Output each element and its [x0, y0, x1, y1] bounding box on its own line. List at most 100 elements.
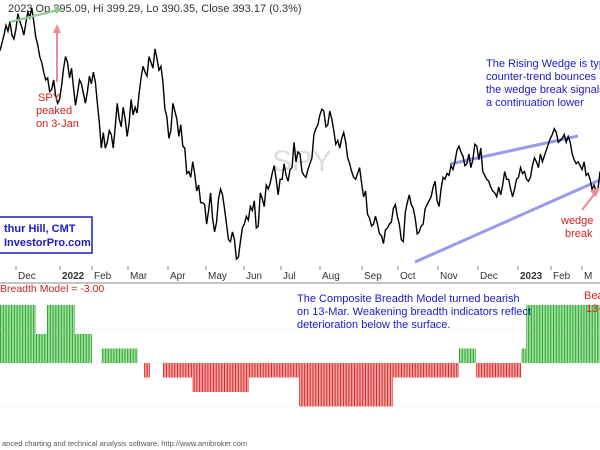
- breadth-bar: [203, 363, 205, 392]
- breadth-bar: [144, 363, 146, 378]
- breadth-bar: [114, 348, 116, 363]
- breadth-bar: [125, 348, 127, 363]
- breadth-bar: [103, 348, 105, 363]
- breadth-bar: [183, 363, 185, 378]
- breadth-bar: [56, 305, 58, 363]
- breadth-bar: [48, 305, 50, 363]
- breadth-bar: [260, 363, 262, 378]
- breadth-bar: [338, 363, 340, 407]
- breadth-bar: [14, 305, 16, 363]
- peak-arrow-head: [54, 6, 62, 14]
- breadth-bar: [537, 305, 539, 363]
- breadth-bar: [587, 305, 589, 363]
- breadth-bar: [18, 305, 20, 363]
- breadth-bar: [576, 305, 578, 363]
- breadth-bar: [130, 348, 131, 363]
- breadth-bar: [249, 363, 251, 378]
- peak-arrow: [9, 9, 59, 23]
- breadth-bar: [465, 348, 467, 363]
- breadth-bar: [595, 305, 597, 363]
- breadth-bar: [515, 363, 517, 378]
- breadth-bar: [589, 305, 590, 363]
- breadth-bar: [556, 305, 558, 363]
- breadth-bar: [426, 363, 428, 378]
- breadth-bar: [194, 363, 196, 392]
- breadth-bar: [582, 305, 584, 363]
- breadth-bar: [474, 348, 476, 363]
- breadth-bar: [579, 305, 581, 363]
- breadth-bar: [422, 363, 424, 378]
- breadth-bar: [117, 348, 119, 363]
- breadth-bar: [563, 305, 565, 363]
- breadth-bar: [170, 363, 172, 378]
- breadth-bar: [289, 363, 291, 378]
- breadth-bar: [493, 363, 495, 378]
- breadth-bar: [272, 363, 274, 378]
- breadth-bar: [440, 363, 442, 378]
- breadth-bar: [341, 363, 343, 407]
- x-tick-label: Jul: [283, 271, 296, 282]
- breadth-bar: [524, 348, 526, 363]
- breadth-bar: [596, 305, 598, 363]
- breadth-bar: [228, 363, 230, 392]
- breadth-bar: [408, 363, 410, 378]
- breadth-bar: [571, 305, 573, 363]
- breadth-bar: [415, 363, 417, 378]
- breadth-bar: [271, 363, 272, 378]
- x-tick-label: Sep: [364, 271, 382, 282]
- breadth-bar: [307, 363, 309, 407]
- breadth-bar: [451, 363, 453, 378]
- x-tick-label: 2022: [62, 271, 85, 282]
- breadth-bar: [109, 348, 111, 363]
- breadth-bar: [490, 363, 492, 378]
- breadth-bar: [540, 305, 542, 363]
- breadth-bar: [375, 363, 377, 407]
- breadth-bar: [354, 363, 356, 407]
- breadth-bar: [549, 305, 551, 363]
- breadth-bar: [42, 334, 44, 363]
- breadth-bar: [70, 305, 72, 363]
- wedge-break-label-1: wedge: [560, 215, 593, 227]
- breadth-bar: [28, 305, 30, 363]
- breadth-bar: [292, 363, 294, 378]
- breadth-bar: [64, 305, 66, 363]
- ohlc-header: 2023 Op 395.09, Hi 399.29, Lo 390.35, Cl…: [8, 3, 302, 15]
- breadth-bar: [81, 334, 83, 363]
- breadth-bar: [4, 305, 6, 363]
- breadth-bar: [10, 305, 12, 363]
- breadth-bar: [131, 348, 133, 363]
- breadth-bar: [43, 334, 45, 363]
- breadth-bar: [491, 363, 493, 378]
- breadth-bar: [202, 363, 204, 392]
- breadth-bar: [396, 363, 398, 378]
- breadth-bar: [502, 363, 504, 378]
- breadth-bar: [449, 363, 451, 378]
- peak-label-3: on 3-Jan: [36, 118, 79, 130]
- breadth-bar: [285, 363, 287, 378]
- breadth-bar: [413, 363, 415, 378]
- breadth-bar: [554, 305, 556, 363]
- wedge-note-2: counter-trend bounces: [486, 71, 597, 83]
- breadth-bar: [169, 363, 171, 378]
- breadth-bar: [435, 363, 437, 378]
- breadth-bar: [76, 334, 78, 363]
- breadth-bar: [267, 363, 269, 378]
- x-tick-label: Dec: [18, 271, 36, 282]
- breadth-bar: [3, 305, 5, 363]
- breadth-bar: [0, 305, 1, 363]
- breadth-note-3: deterioration below the surface.: [297, 319, 450, 331]
- breadth-bar: [333, 363, 335, 407]
- breadth-bar: [78, 334, 80, 363]
- wedge-break-arrow-head: [590, 187, 600, 197]
- breadth-bar: [573, 305, 575, 363]
- breadth-bar: [68, 305, 70, 363]
- breadth-bar: [476, 363, 478, 378]
- breadth-bar: [147, 363, 149, 378]
- breadth-bar: [238, 363, 240, 392]
- breadth-bar: [553, 305, 554, 363]
- x-tick-label: Jun: [246, 271, 262, 282]
- breadth-bar: [452, 363, 454, 378]
- breadth-bar: [54, 305, 56, 363]
- wedge-lower-line: [414, 178, 600, 264]
